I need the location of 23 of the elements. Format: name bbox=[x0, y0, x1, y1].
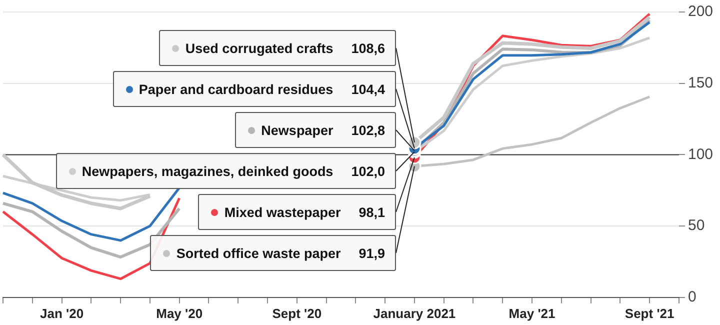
x-tick-label: Sept '21 bbox=[624, 306, 674, 321]
legend-label: Newspaper bbox=[261, 122, 334, 138]
data-label: 102,0 bbox=[351, 164, 385, 178]
y-tick-label: 100 bbox=[688, 146, 714, 163]
y-tick-label: 0 bbox=[688, 288, 696, 306]
y-tick-label: 150 bbox=[688, 74, 714, 92]
x-tick-label: Jan '20 bbox=[40, 306, 84, 321]
y-tick-label: 50 bbox=[688, 217, 705, 234]
legend-label: Mixed wastepaper bbox=[224, 204, 341, 220]
legend-label: Used corrugated crafts bbox=[185, 40, 334, 56]
data-label: 102,8 bbox=[351, 122, 385, 138]
legend-label: Newpapers, magazines, deinked goods bbox=[82, 164, 334, 178]
data-label: 91,9 bbox=[358, 246, 385, 260]
x-tick-label: Sept '20 bbox=[272, 306, 322, 321]
legend-label: Sorted office waste paper bbox=[176, 246, 341, 260]
data-label: 98,1 bbox=[358, 204, 385, 220]
x-tick-label: May '20 bbox=[156, 306, 203, 321]
data-label: 104,4 bbox=[351, 82, 385, 96]
legend-label: Paper and cardboard residues bbox=[138, 82, 334, 96]
x-tick-label: January 2021 bbox=[373, 306, 456, 321]
y-tick-label: 200 bbox=[688, 3, 714, 20]
x-tick-label: May '21 bbox=[508, 306, 556, 321]
data-label: 108,6 bbox=[351, 40, 385, 56]
